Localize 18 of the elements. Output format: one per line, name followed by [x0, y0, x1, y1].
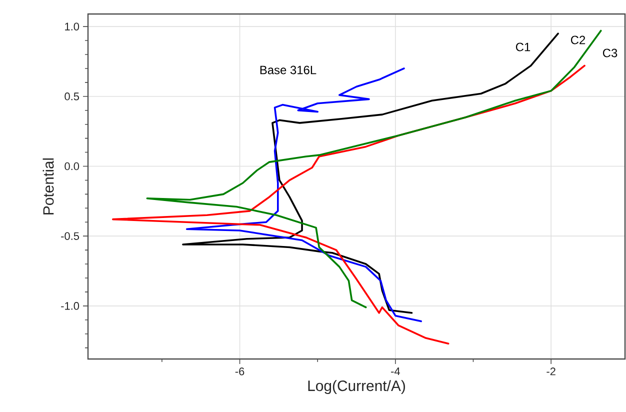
y-tick-label: -1.0 — [61, 302, 80, 310]
annotation: C3 — [602, 48, 618, 58]
annotation: C2 — [570, 36, 586, 44]
x-tick-label: -4 — [391, 368, 400, 376]
line-series — [186, 68, 422, 322]
annotation: C1 — [516, 42, 530, 52]
y-tick-label: 0.0 — [64, 162, 80, 170]
annotation: Base 316L — [260, 66, 316, 74]
x-tick-label: -2 — [546, 368, 556, 376]
y-axis-title: Potential — [42, 158, 54, 214]
x-tick-label: -6 — [235, 368, 244, 376]
y-tick-label: -0.5 — [61, 232, 80, 240]
y-tick-label: 0.5 — [64, 92, 80, 100]
line-series — [112, 64, 586, 345]
line-series — [146, 30, 602, 308]
line-series — [182, 32, 559, 314]
y-tick-label: 1.0 — [65, 22, 80, 30]
x-axis-title: Log(Current/A) — [308, 380, 405, 394]
